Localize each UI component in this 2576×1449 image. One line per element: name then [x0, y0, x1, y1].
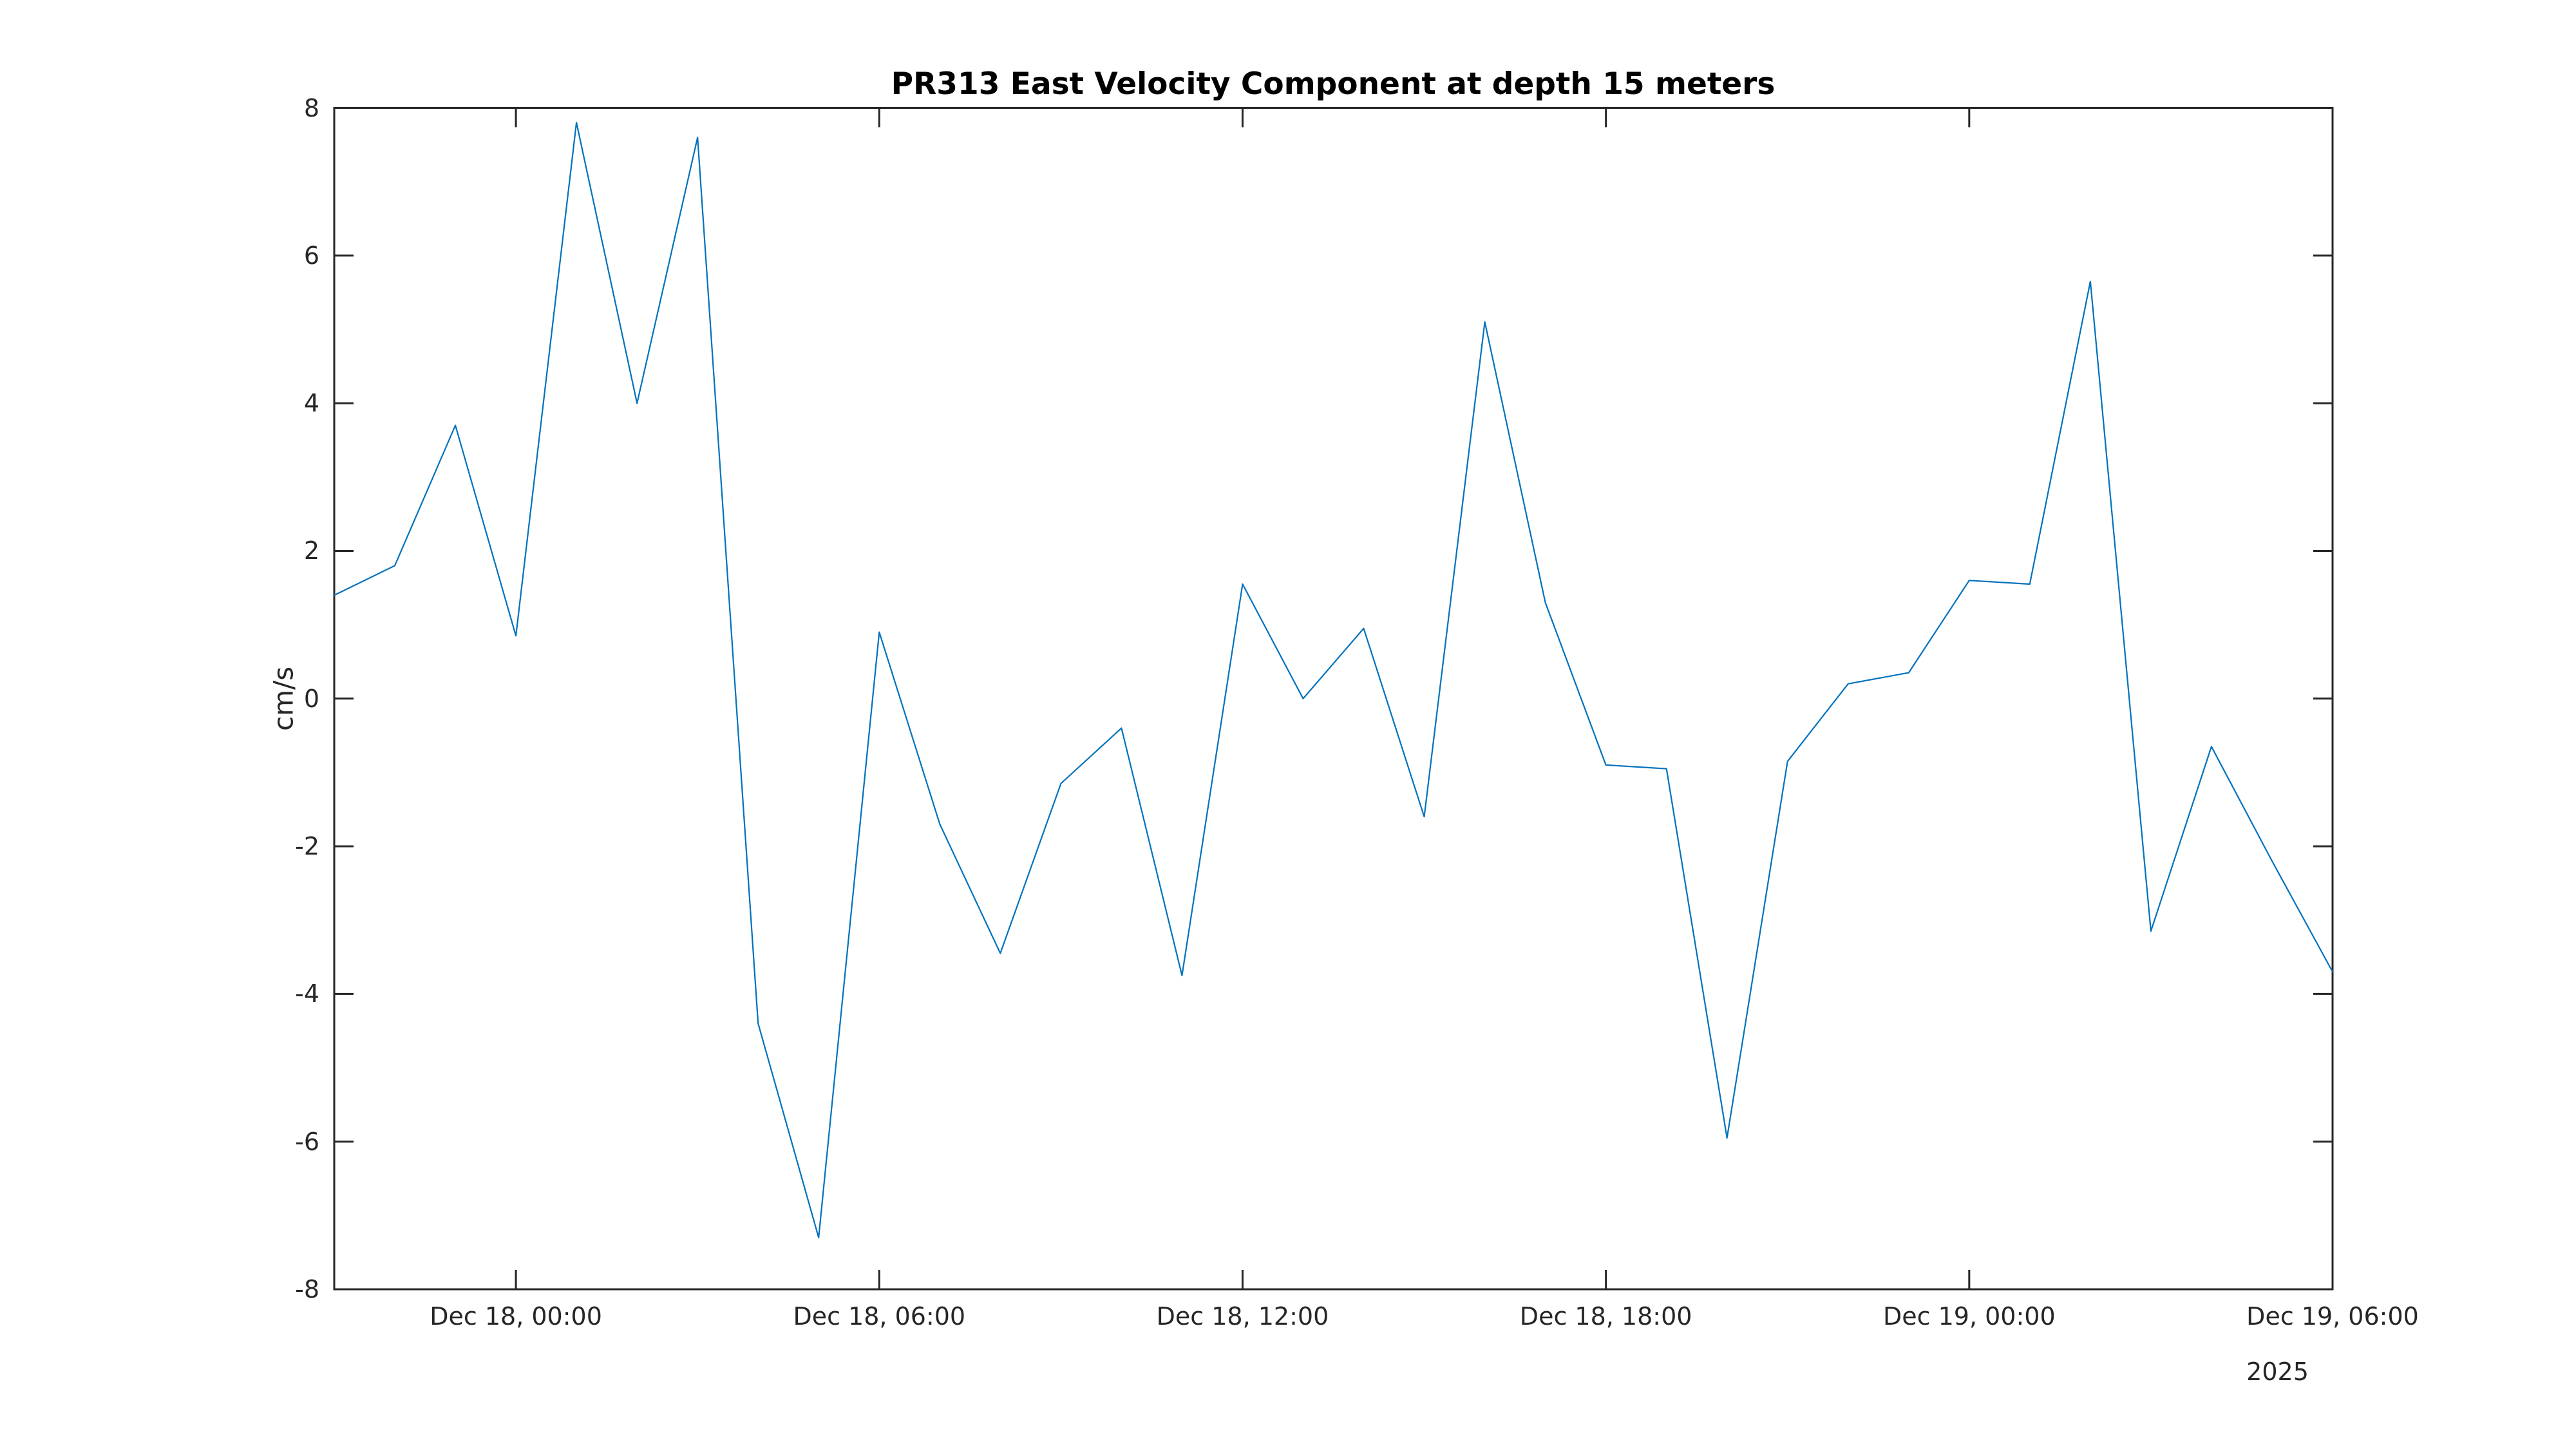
x-axis-year-label: 2025	[2246, 1358, 2309, 1386]
x-tick-label: Dec 18, 00:00	[430, 1302, 602, 1331]
y-tick-label: 6	[303, 241, 319, 270]
chart-title: PR313 East Velocity Component at depth 1…	[891, 66, 1776, 102]
y-tick-label: -8	[295, 1275, 319, 1303]
x-tick-label: Dec 18, 18:00	[1519, 1302, 1692, 1331]
axes-box	[333, 107, 2334, 1291]
y-tick-label: 2	[303, 536, 319, 565]
x-tick-label: Dec 18, 06:00	[793, 1302, 966, 1331]
x-tick-label: Dec 19, 06:00 2025	[2246, 1302, 2419, 1386]
y-tick-label: 4	[303, 389, 319, 418]
y-tick-label: -4	[295, 980, 319, 1009]
y-tick-label: -6	[295, 1127, 319, 1156]
y-tick-label: 8	[303, 93, 319, 122]
x-tick-label: Dec 19, 00:00	[1882, 1302, 2056, 1331]
y-tick-label: -2	[295, 832, 319, 861]
x-tick-label: Dec 18, 12:00	[1156, 1302, 1329, 1331]
y-tick-label: 0	[303, 684, 319, 713]
velocity-line	[334, 122, 2333, 1238]
